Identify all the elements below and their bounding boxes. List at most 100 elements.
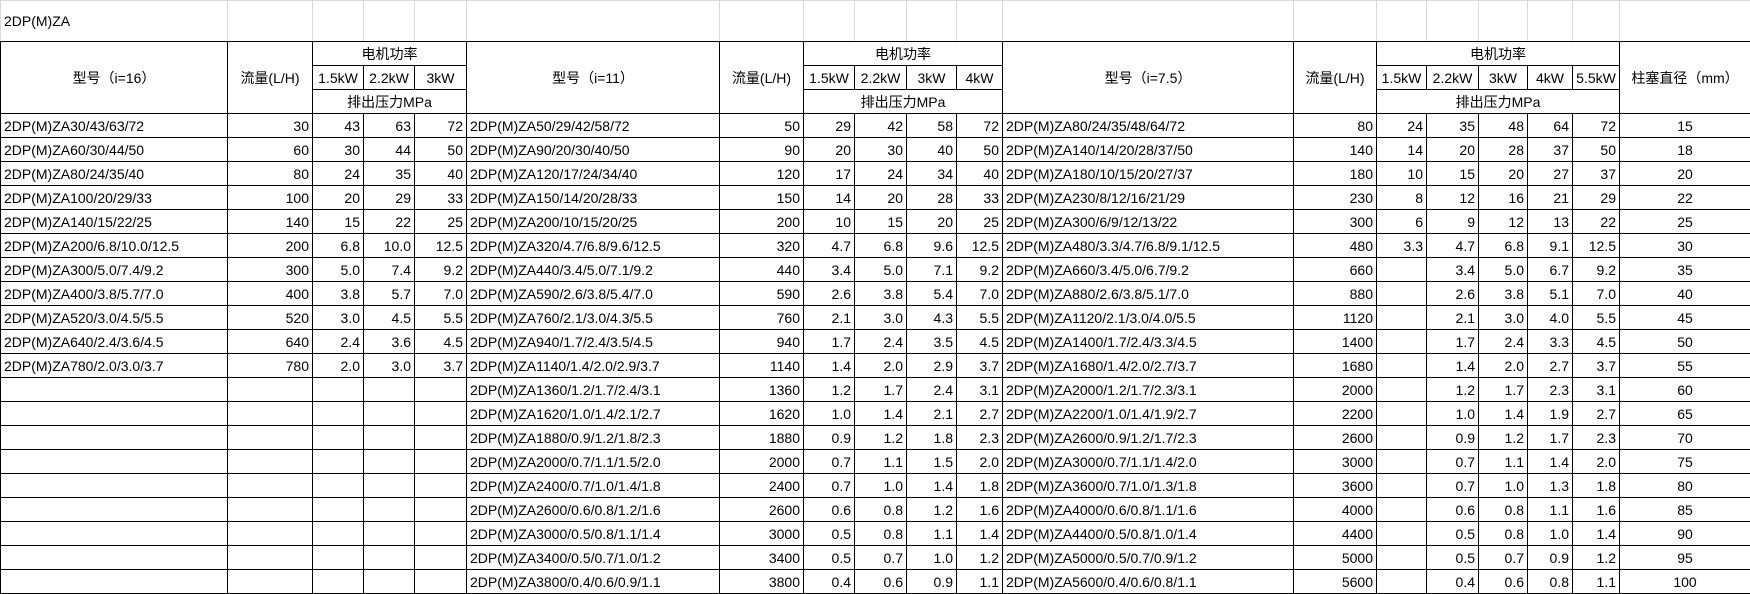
pressure-cell: 1.7 <box>1528 426 1573 450</box>
kw-header: 2.2kW <box>1427 66 1479 90</box>
kw-header: 1.5kW <box>1377 66 1427 90</box>
pressure-header: 排出压力MPa <box>804 90 1003 114</box>
model-header: 型号（i=11） <box>467 42 720 114</box>
flow-cell: 940 <box>720 330 804 354</box>
pressure-cell <box>364 474 415 498</box>
pressure-cell <box>415 498 467 522</box>
flow-cell: 120 <box>720 162 804 186</box>
diameter-cell: 45 <box>1620 306 1750 330</box>
pressure-header: 排出压力MPa <box>313 90 467 114</box>
flow-cell <box>228 498 313 522</box>
pressure-cell <box>415 522 467 546</box>
model-cell: 2DP(M)ZA3600/0.7/1.0/1.3/1.8 <box>1003 474 1294 498</box>
model-cell: 2DP(M)ZA4400/0.5/0.8/1.0/1.4 <box>1003 522 1294 546</box>
empty-cell <box>1573 1 1620 42</box>
flow-cell: 3800 <box>720 570 804 594</box>
pressure-cell: 1.6 <box>1573 498 1620 522</box>
pressure-cell <box>415 450 467 474</box>
empty-cell <box>1294 1 1377 42</box>
flow-cell: 230 <box>1294 186 1377 210</box>
pressure-cell: 50 <box>415 138 467 162</box>
model-cell: 2DP(M)ZA3800/0.4/0.6/0.9/1.1 <box>467 570 720 594</box>
model-header: 型号（i=16） <box>1 42 228 114</box>
model-cell: 2DP(M)ZA940/1.7/2.4/3.5/4.5 <box>467 330 720 354</box>
model-cell: 2DP(M)ZA5600/0.4/0.6/0.8/1.1 <box>1003 570 1294 594</box>
empty-cell <box>1479 1 1528 42</box>
flow-cell <box>228 378 313 402</box>
pressure-cell: 9.2 <box>1573 258 1620 282</box>
pressure-cell: 28 <box>1479 138 1528 162</box>
pressure-cell: 1.8 <box>1573 474 1620 498</box>
pressure-cell: 1.7 <box>804 330 855 354</box>
flow-cell <box>228 570 313 594</box>
flow-cell: 3000 <box>1294 450 1377 474</box>
flow-cell: 1620 <box>720 402 804 426</box>
flow-cell: 140 <box>1294 138 1377 162</box>
pressure-cell: 20 <box>855 186 907 210</box>
kw-header: 1.5kW <box>313 66 364 90</box>
pressure-cell: 33 <box>415 186 467 210</box>
pressure-cell: 72 <box>415 114 467 138</box>
pressure-cell: 6 <box>1377 210 1427 234</box>
diameter-cell: 90 <box>1620 522 1750 546</box>
pressure-cell: 35 <box>364 162 415 186</box>
model-cell: 2DP(M)ZA2000/1.2/1.7/2.3/3.1 <box>1003 378 1294 402</box>
pressure-cell: 30 <box>313 138 364 162</box>
flow-cell <box>228 522 313 546</box>
pressure-cell <box>313 546 364 570</box>
empty-cell <box>228 1 313 42</box>
model-cell: 2DP(M)ZA4000/0.6/0.8/1.1/1.6 <box>1003 498 1294 522</box>
model-cell: 2DP(M)ZA5000/0.5/0.7/0.9/1.2 <box>1003 546 1294 570</box>
pressure-cell: 2.6 <box>1427 282 1479 306</box>
diameter-cell: 20 <box>1620 162 1750 186</box>
pressure-cell: 5.0 <box>1479 258 1528 282</box>
pressure-cell <box>364 378 415 402</box>
pressure-cell: 35 <box>1427 114 1479 138</box>
pressure-cell <box>1377 258 1427 282</box>
pressure-cell: 43 <box>313 114 364 138</box>
empty-cell <box>313 1 364 42</box>
pressure-cell: 2.1 <box>907 402 957 426</box>
pressure-cell: 0.4 <box>804 570 855 594</box>
pressure-cell: 3.0 <box>855 306 907 330</box>
pressure-cell: 37 <box>1528 138 1573 162</box>
pressure-cell: 0.5 <box>804 546 855 570</box>
pressure-cell: 3.0 <box>313 306 364 330</box>
pressure-cell: 1.2 <box>804 378 855 402</box>
pressure-cell: 9.2 <box>957 258 1003 282</box>
pressure-cell: 0.5 <box>1427 522 1479 546</box>
pressure-cell: 4.3 <box>907 306 957 330</box>
pressure-cell <box>1377 570 1427 594</box>
pressure-cell <box>415 378 467 402</box>
pressure-cell: 6.7 <box>1528 258 1573 282</box>
flow-cell: 80 <box>228 162 313 186</box>
flow-cell: 640 <box>228 330 313 354</box>
kw-header: 4kW <box>957 66 1003 90</box>
pressure-cell: 0.7 <box>1479 546 1528 570</box>
flow-cell: 1140 <box>720 354 804 378</box>
pressure-cell: 13 <box>1528 210 1573 234</box>
pressure-cell: 1.4 <box>907 474 957 498</box>
pressure-cell: 4.5 <box>364 306 415 330</box>
pressure-cell: 12.5 <box>415 234 467 258</box>
pressure-cell: 20 <box>313 186 364 210</box>
pressure-cell: 5.5 <box>1573 306 1620 330</box>
flow-cell <box>228 402 313 426</box>
pressure-cell: 5.0 <box>855 258 907 282</box>
pressure-cell: 2.4 <box>855 330 907 354</box>
flow-cell: 140 <box>228 210 313 234</box>
pressure-cell: 1.1 <box>1528 498 1573 522</box>
model-cell: 2DP(M)ZA140/14/20/28/37/50 <box>1003 138 1294 162</box>
pressure-cell: 0.7 <box>855 546 907 570</box>
model-cell: 2DP(M)ZA2600/0.9/1.2/1.7/2.3 <box>1003 426 1294 450</box>
model-cell <box>1 474 228 498</box>
pressure-cell <box>415 426 467 450</box>
model-cell <box>1 378 228 402</box>
pressure-cell: 20 <box>1427 138 1479 162</box>
kw-header: 2.2kW <box>855 66 907 90</box>
model-cell: 2DP(M)ZA80/24/35/40 <box>1 162 228 186</box>
flow-cell: 480 <box>1294 234 1377 258</box>
pressure-cell: 10 <box>804 210 855 234</box>
